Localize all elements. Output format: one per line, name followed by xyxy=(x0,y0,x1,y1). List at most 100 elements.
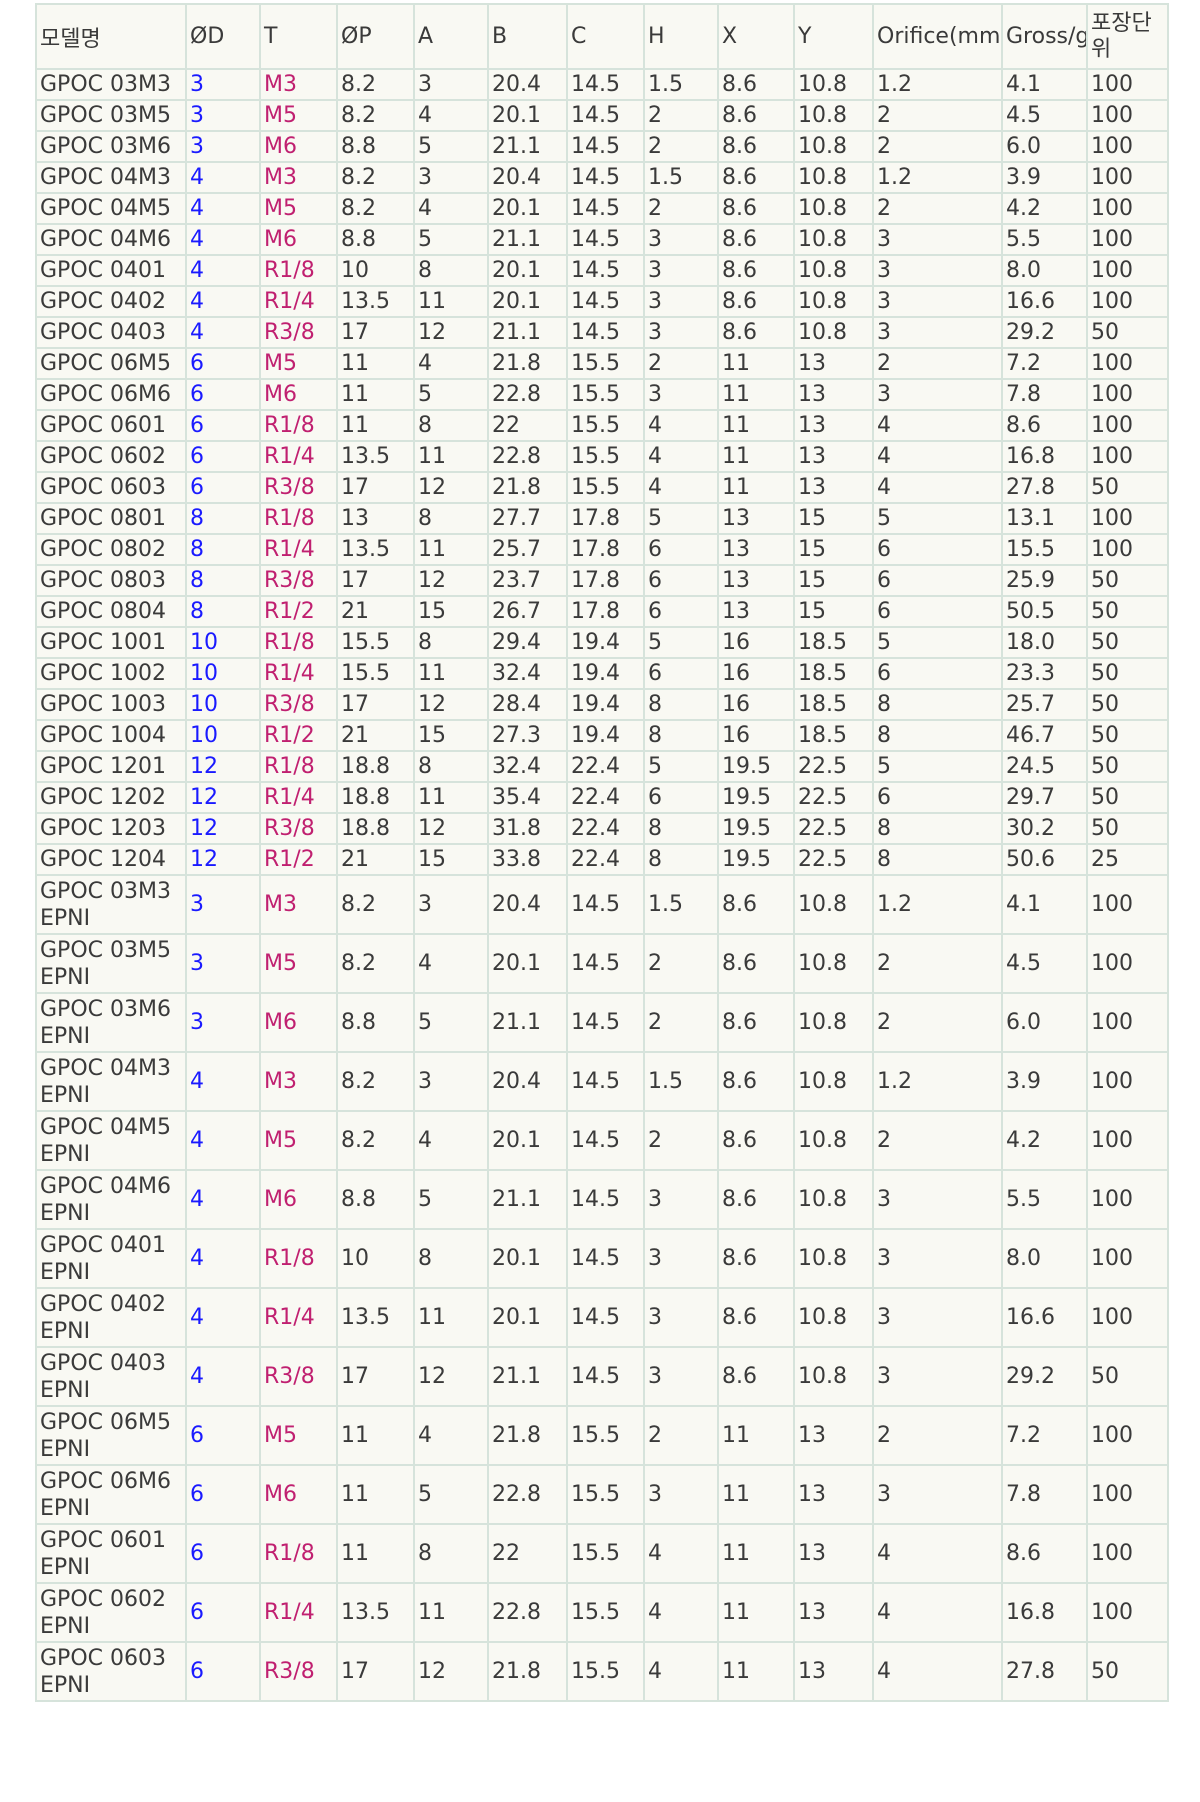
cell-op: 8.8 xyxy=(336,130,415,163)
cell-op: 10 xyxy=(336,1228,415,1289)
cell-h: 2 xyxy=(643,933,719,994)
table-row: GPOC 1203 12 R3/8 18.8 12 31.8 22.4 8 19.5 22.5 8 3… xyxy=(35,812,1169,845)
cell-x: 13 xyxy=(717,502,795,535)
cell-b: 27.7 xyxy=(487,502,568,535)
table-row: GPOC 1201 12 R1/8 18.8 8 32.4 22.4 5 19.5 22.5 5 24… xyxy=(35,750,1169,783)
cell-od: 4 xyxy=(185,223,261,256)
cell-c: 14.5 xyxy=(566,316,645,349)
cell-od: 10 xyxy=(185,657,261,690)
cell-y: 10.8 xyxy=(793,1287,874,1348)
table-row: GPOC 0803 8 R3/8 17 12 23.7 17.8 6 13 15 6 25.9 50 xyxy=(35,564,1169,597)
cell-t: R1/8 xyxy=(259,254,338,287)
cell-package-unit: 50 xyxy=(1086,595,1169,628)
cell-y: 18.5 xyxy=(793,719,874,752)
cell-x: 8.6 xyxy=(717,1346,795,1407)
cell-orifice: 2 xyxy=(872,1110,1003,1171)
cell-x: 11 xyxy=(717,1405,795,1466)
cell-model: GPOC 0402 EPNI xyxy=(35,1287,187,1348)
cell-od: 12 xyxy=(185,843,261,876)
cell-model: GPOC 1203 xyxy=(35,812,187,845)
cell-y: 10.8 xyxy=(793,68,874,101)
cell-gross: 6.0 xyxy=(1001,130,1088,163)
cell-model: GPOC 1002 xyxy=(35,657,187,690)
cell-od: 10 xyxy=(185,626,261,659)
cell-a: 11 xyxy=(413,440,489,473)
cell-od: 6 xyxy=(185,471,261,504)
cell-od: 6 xyxy=(185,1523,261,1584)
cell-model: GPOC 0601 xyxy=(35,409,187,442)
cell-orifice: 5 xyxy=(872,626,1003,659)
cell-x: 19.5 xyxy=(717,781,795,814)
cell-package-unit: 100 xyxy=(1086,1523,1169,1584)
cell-orifice: 4 xyxy=(872,1641,1003,1702)
table-row: GPOC 1001 10 R1/8 15.5 8 29.4 19.4 5 16 18.5 5 18.0… xyxy=(35,626,1169,659)
cell-t: M5 xyxy=(259,347,338,380)
cell-orifice: 3 xyxy=(872,1346,1003,1407)
cell-op: 11 xyxy=(336,409,415,442)
cell-y: 13 xyxy=(793,378,874,411)
cell-x: 8.6 xyxy=(717,1051,795,1112)
cell-od: 3 xyxy=(185,68,261,101)
cell-b: 21.1 xyxy=(487,992,568,1053)
cell-h: 6 xyxy=(643,657,719,690)
cell-h: 2 xyxy=(643,1405,719,1466)
cell-package-unit: 100 xyxy=(1086,1405,1169,1466)
cell-op: 8.2 xyxy=(336,192,415,225)
cell-model: GPOC 04M5 EPNI xyxy=(35,1110,187,1171)
cell-model: GPOC 0401 EPNI xyxy=(35,1228,187,1289)
cell-y: 13 xyxy=(793,409,874,442)
header-op: ØP xyxy=(336,3,415,70)
cell-od: 6 xyxy=(185,1641,261,1702)
cell-package-unit: 100 xyxy=(1086,933,1169,994)
cell-t: R1/4 xyxy=(259,533,338,566)
cell-model: GPOC 0401 xyxy=(35,254,187,287)
cell-orifice: 3 xyxy=(872,254,1003,287)
cell-a: 8 xyxy=(413,502,489,535)
cell-orifice: 6 xyxy=(872,781,1003,814)
cell-x: 16 xyxy=(717,719,795,752)
cell-orifice: 3 xyxy=(872,285,1003,318)
cell-gross: 4.2 xyxy=(1001,192,1088,225)
table-row: GPOC 0601 6 R1/8 11 8 22 15.5 4 11 13 4 8.6 100 xyxy=(35,409,1169,442)
cell-a: 3 xyxy=(413,1051,489,1112)
cell-y: 10.8 xyxy=(793,1110,874,1171)
table-row: GPOC 04M5 EPNI 4 M5 8.2 4 20.1 14.5 2 8.6 10.8 2 4.… xyxy=(35,1110,1169,1171)
cell-od: 6 xyxy=(185,409,261,442)
cell-x: 11 xyxy=(717,1582,795,1643)
cell-c: 14.5 xyxy=(566,1346,645,1407)
cell-b: 20.1 xyxy=(487,99,568,132)
cell-a: 3 xyxy=(413,68,489,101)
cell-h: 6 xyxy=(643,595,719,628)
cell-b: 29.4 xyxy=(487,626,568,659)
cell-y: 22.5 xyxy=(793,812,874,845)
cell-op: 17 xyxy=(336,471,415,504)
cell-model: GPOC 0802 xyxy=(35,533,187,566)
cell-package-unit: 25 xyxy=(1086,843,1169,876)
cell-model: GPOC 0801 xyxy=(35,502,187,535)
cell-gross: 29.7 xyxy=(1001,781,1088,814)
cell-b: 22.8 xyxy=(487,440,568,473)
cell-c: 14.5 xyxy=(566,992,645,1053)
spec-table: 모델명 ØD T ØP A B C H X Y Orifice(mm) Gros… xyxy=(35,3,1169,1702)
cell-b: 22.8 xyxy=(487,1582,568,1643)
cell-orifice: 2 xyxy=(872,1405,1003,1466)
cell-t: M3 xyxy=(259,161,338,194)
cell-package-unit: 50 xyxy=(1086,564,1169,597)
cell-od: 6 xyxy=(185,347,261,380)
cell-c: 19.4 xyxy=(566,626,645,659)
cell-orifice: 2 xyxy=(872,347,1003,380)
cell-orifice: 4 xyxy=(872,409,1003,442)
cell-h: 8 xyxy=(643,688,719,721)
cell-model: GPOC 06M5 xyxy=(35,347,187,380)
table-row: GPOC 03M6 EPNI 3 M6 8.8 5 21.1 14.5 2 8.6 10.8 2 6.… xyxy=(35,992,1169,1053)
cell-gross: 7.2 xyxy=(1001,347,1088,380)
table-row: GPOC 04M3 EPNI 4 M3 8.2 3 20.4 14.5 1.5 8.6 10.8 1… xyxy=(35,1051,1169,1112)
cell-orifice: 3 xyxy=(872,378,1003,411)
cell-model: GPOC 04M3 EPNI xyxy=(35,1051,187,1112)
cell-gross: 29.2 xyxy=(1001,1346,1088,1407)
cell-model: GPOC 1004 xyxy=(35,719,187,752)
cell-h: 8 xyxy=(643,843,719,876)
cell-b: 20.4 xyxy=(487,874,568,935)
cell-od: 4 xyxy=(185,1051,261,1112)
cell-y: 10.8 xyxy=(793,223,874,256)
